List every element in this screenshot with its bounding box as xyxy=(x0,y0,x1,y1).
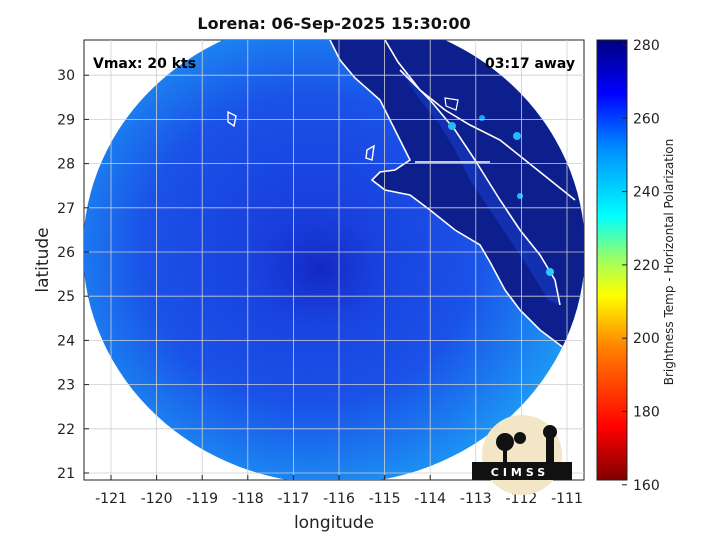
y-axis-label: latitude xyxy=(33,227,53,292)
cimss-logo: CIMSS xyxy=(472,415,572,495)
colorbar: 280 260 240 220 200 180 160 Brightness Temp - … xyxy=(596,38,676,494)
y-tick-label: 23 xyxy=(57,378,75,394)
y-tick-label: 27 xyxy=(57,201,75,217)
x-tick-label: -116 xyxy=(323,491,355,507)
x-tick-label: -112 xyxy=(506,491,538,507)
x-tick-label: -119 xyxy=(186,491,218,507)
map-gridlines xyxy=(84,40,584,480)
y-tick-label: 30 xyxy=(57,68,75,84)
y-tick-label: 25 xyxy=(57,289,75,305)
colorbar-tick-label: 240 xyxy=(633,185,660,201)
x-tick-label: -115 xyxy=(369,491,401,507)
y-tick-label: 26 xyxy=(57,245,75,261)
x-axis-label: longitude xyxy=(294,513,374,533)
colorbar-label: Brightness Temp - Horizontal Polarizatio… xyxy=(662,139,676,386)
y-tick-label: 28 xyxy=(57,157,75,173)
y-tick-label: 29 xyxy=(57,112,75,128)
y-tick-label: 22 xyxy=(57,422,75,438)
x-tick-label: -117 xyxy=(278,491,310,507)
colorbar-gradient xyxy=(596,39,628,481)
y-tick-label: 21 xyxy=(57,466,75,482)
colorbar-tick-label: 180 xyxy=(633,405,660,421)
y-axis-ticks: 21 22 23 24 25 26 27 28 29 30 xyxy=(57,68,89,482)
map-title: Lorena: 06-Sep-2025 15:30:00 xyxy=(197,14,471,33)
colorbar-tick-label: 280 xyxy=(633,38,660,54)
x-tick-label: -118 xyxy=(232,491,264,507)
storm-center xyxy=(250,210,390,330)
colorbar-tick-label: 220 xyxy=(633,258,660,274)
x-tick-label: -113 xyxy=(460,491,492,507)
logo-text: CIMSS xyxy=(491,466,549,479)
x-tick-label: -121 xyxy=(95,491,127,507)
time-away-label: 03:17 away xyxy=(485,56,575,72)
x-tick-label: -120 xyxy=(141,491,173,507)
land-region xyxy=(227,40,584,370)
colorbar-tick-label: 160 xyxy=(633,478,660,494)
x-tick-label: -114 xyxy=(414,491,446,507)
colorbar-ticks: 280 260 240 220 200 180 160 xyxy=(622,38,660,494)
y-tick-label: 24 xyxy=(57,333,75,349)
x-tick-label: -111 xyxy=(551,491,583,507)
vmax-label: Vmax: 20 kts xyxy=(93,56,196,72)
x-axis-ticks: -121 -120 -119 -118 -117 -116 -115 -114 -113 -112… xyxy=(95,475,583,507)
colorbar-tick-label: 200 xyxy=(633,331,660,347)
colorbar-tick-label: 260 xyxy=(633,111,660,127)
